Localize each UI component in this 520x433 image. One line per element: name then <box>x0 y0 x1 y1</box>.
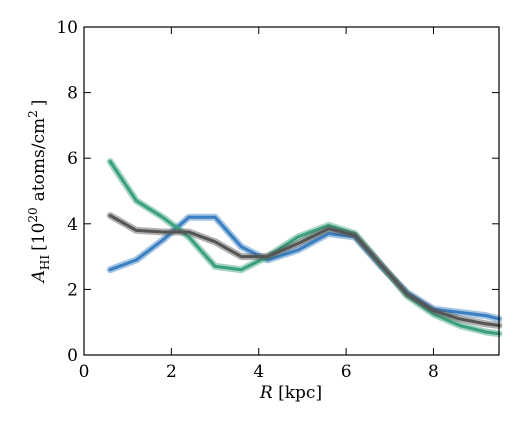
x-tick-label: 8 <box>428 362 439 382</box>
series-layer <box>106 158 503 338</box>
x-tick-label: 2 <box>166 362 177 382</box>
x-axis-label: R [kpc] <box>259 383 322 403</box>
series-2-line <box>108 214 501 327</box>
x-tick-label: 0 <box>79 362 90 382</box>
y-tick-label: 4 <box>67 215 78 235</box>
y-tick-label: 10 <box>56 18 78 38</box>
y-axis-label: AHI[1020atoms/cm2] <box>26 100 52 285</box>
x-tick-label: 4 <box>253 362 264 382</box>
x-tick-label: 6 <box>341 362 352 382</box>
y-tick-label: 0 <box>67 346 78 366</box>
y-tick-label: 8 <box>67 84 78 104</box>
y-tick-label: 2 <box>67 280 78 300</box>
y-tick-label: 6 <box>67 149 78 169</box>
plot-frame <box>83 26 500 356</box>
tick-layer: 0 2 4 6 8 0 2 4 6 8 10 <box>56 18 499 382</box>
series-1-line <box>108 160 501 336</box>
